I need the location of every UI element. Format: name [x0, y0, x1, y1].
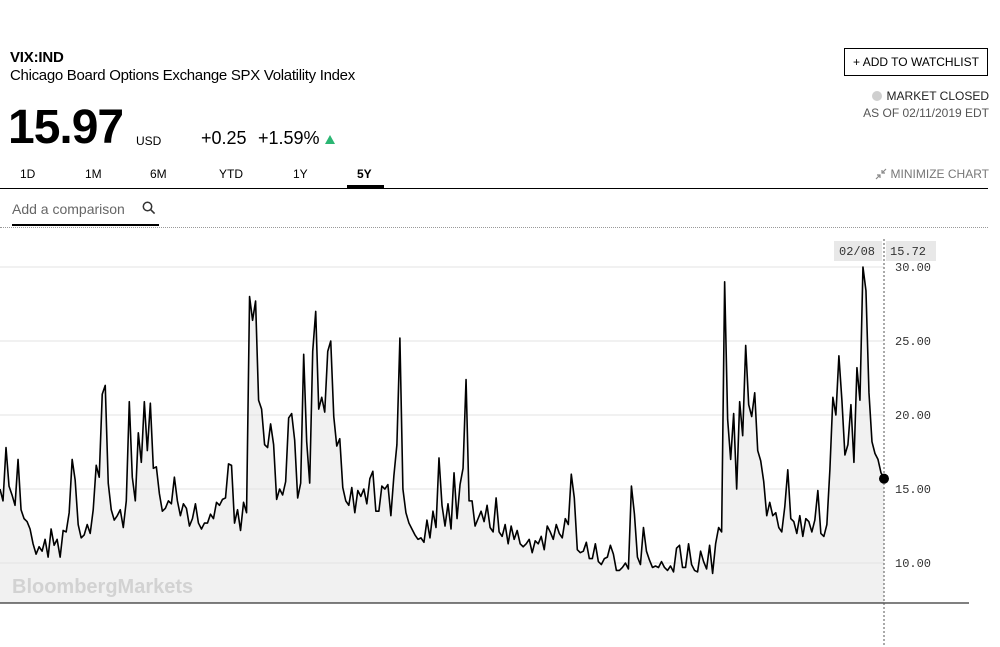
tab-ytd[interactable]: YTD — [219, 167, 243, 181]
tab-1y[interactable]: 1Y — [293, 167, 308, 181]
price-chart[interactable]: BloombergMarkets 10.00 15.00 20.00 25.00 30.0… — [0, 230, 1000, 647]
add-to-watchlist-button[interactable]: + ADD TO WATCHLIST — [844, 48, 988, 76]
price-change: +0.25 — [201, 128, 247, 148]
search-icon[interactable] — [142, 201, 156, 215]
toolbar-divider — [0, 227, 988, 228]
active-tab-indicator — [347, 185, 384, 188]
cursor-value-bg — [886, 241, 936, 261]
ytick-label-30: 30.00 — [895, 261, 931, 275]
status-dot-icon — [871, 91, 882, 101]
cursor-date-bg — [834, 241, 882, 261]
ytick-label-20: 20.00 — [895, 409, 931, 423]
series-line — [0, 266, 885, 575]
watermark-text: BloombergMarkets — [12, 576, 193, 598]
timeframe-tabs: 1D 1M 6M YTD 1Y 5Y — [0, 160, 988, 189]
market-status: MARKET CLOSED — [871, 89, 989, 103]
minimize-arrows-icon — [875, 168, 886, 180]
last-price: 15.97 — [8, 101, 124, 154]
ticker-symbol: VIX:IND — [10, 49, 64, 66]
tab-6m[interactable]: 6M — [150, 167, 167, 181]
comparison-input[interactable] — [12, 201, 137, 217]
ytick-label-25: 25.00 — [895, 335, 931, 349]
ytick-label-10: 10.00 — [895, 557, 931, 571]
up-arrow-icon — [325, 135, 335, 144]
cursor-date-label: 02/08 — [839, 245, 875, 259]
ytick-label-15: 15.00 — [895, 483, 931, 497]
market-status-label: MARKET CLOSED — [886, 89, 989, 103]
currency-label: USD — [136, 134, 162, 148]
last-point-marker[interactable] — [879, 473, 889, 484]
minimize-chart-button[interactable]: MINIMIZE CHART — [875, 167, 989, 181]
tab-1m[interactable]: 1M — [85, 167, 102, 181]
minimize-chart-label: MINIMIZE CHART — [890, 167, 989, 181]
as-of-date: AS OF 02/11/2019 EDT — [863, 106, 989, 120]
comparison-search — [12, 198, 159, 226]
percent-change: +1.59% — [258, 128, 320, 148]
series-area-fill — [0, 267, 884, 603]
security-name: Chicago Board Options Exchange SPX Volat… — [10, 67, 355, 84]
cursor-value-label: 15.72 — [890, 245, 926, 259]
tab-1d[interactable]: 1D — [20, 167, 36, 181]
tab-5y[interactable]: 5Y — [357, 167, 372, 181]
